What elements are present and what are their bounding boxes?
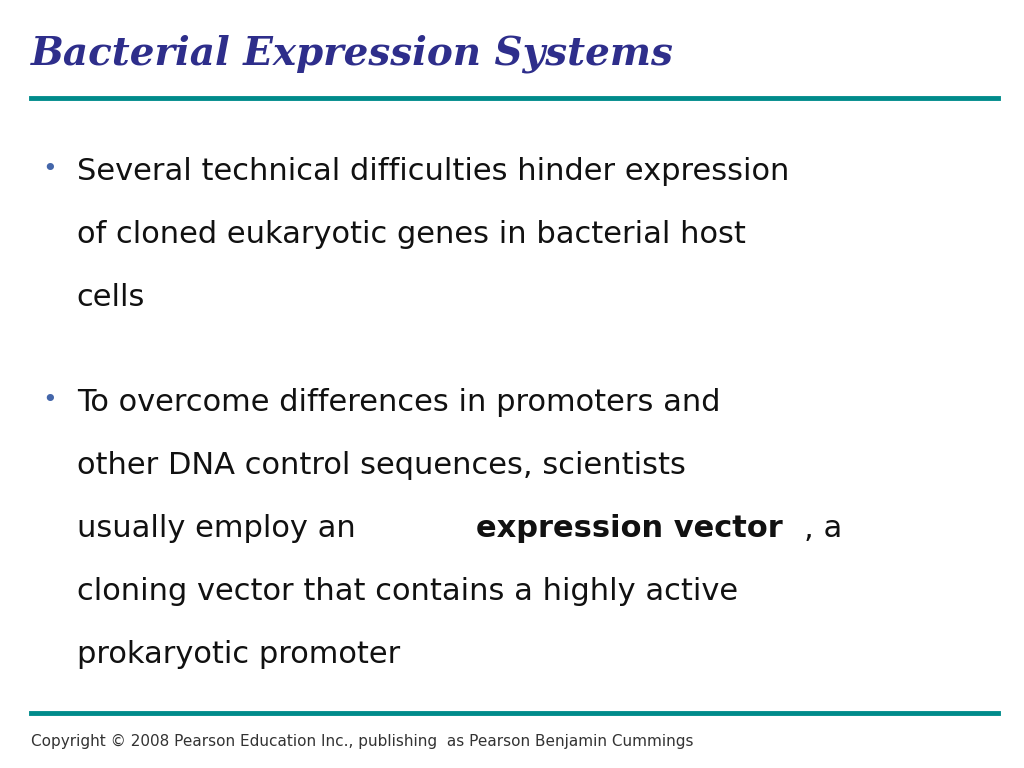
Text: of cloned eukaryotic genes in bacterial host: of cloned eukaryotic genes in bacterial … bbox=[77, 220, 745, 250]
Text: •: • bbox=[42, 388, 56, 412]
Text: expression vector: expression vector bbox=[476, 514, 782, 543]
Text: cloning vector that contains a highly active: cloning vector that contains a highly ac… bbox=[77, 577, 738, 606]
Text: other DNA control sequences, scientists: other DNA control sequences, scientists bbox=[77, 451, 686, 480]
Text: Copyright © 2008 Pearson Education Inc., publishing  as Pearson Benjamin Cumming: Copyright © 2008 Pearson Education Inc.,… bbox=[31, 733, 693, 749]
Text: cells: cells bbox=[77, 283, 145, 313]
Text: , a: , a bbox=[804, 514, 842, 543]
Text: Several technical difficulties hinder expression: Several technical difficulties hinder ex… bbox=[77, 157, 790, 187]
Text: prokaryotic promoter: prokaryotic promoter bbox=[77, 640, 400, 669]
Text: To overcome differences in promoters and: To overcome differences in promoters and bbox=[77, 388, 720, 417]
Text: Bacterial Expression Systems: Bacterial Expression Systems bbox=[31, 35, 674, 73]
Text: •: • bbox=[42, 157, 56, 181]
Text: usually employ an: usually employ an bbox=[77, 514, 366, 543]
